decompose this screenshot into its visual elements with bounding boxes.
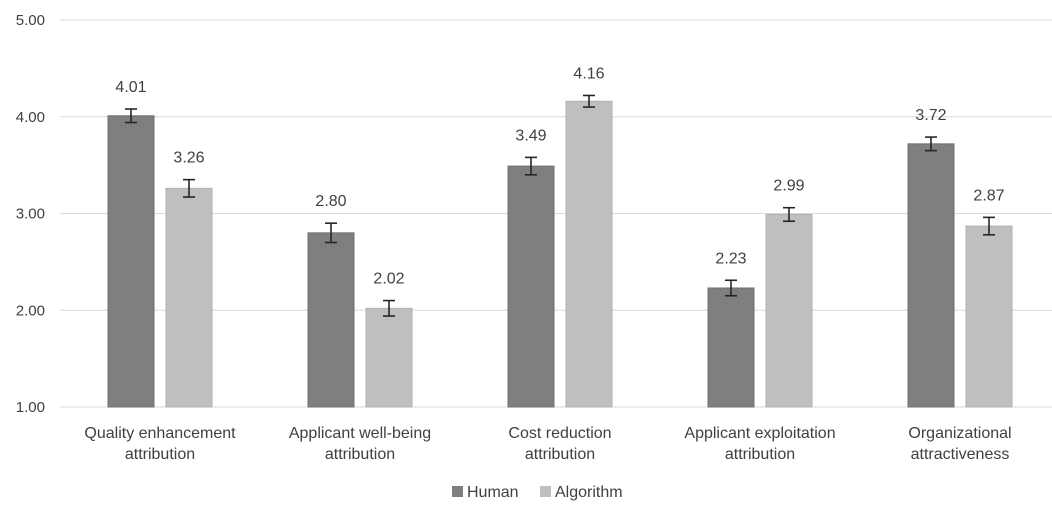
- legend-swatch-algorithm: [540, 486, 551, 497]
- bar-human-3: [707, 287, 755, 408]
- error-bar-algorithm-0: [183, 178, 195, 198]
- bar-algorithm-1: [365, 307, 413, 408]
- category-label-0: Quality enhancement attribution: [84, 425, 236, 463]
- bar-algorithm-3: [765, 213, 813, 408]
- data-label-human-0: 4.01: [115, 79, 146, 96]
- y-tick-label: 1.00: [16, 399, 45, 416]
- error-bar-human-0: [125, 108, 137, 124]
- y-tick-label: 2.00: [16, 302, 45, 319]
- bar-human-2: [507, 165, 555, 408]
- data-label-algorithm-1: 2.02: [373, 271, 404, 288]
- legend-label-algorithm: Algorithm: [555, 484, 623, 501]
- error-bar-algorithm-1: [383, 299, 395, 317]
- data-labels: 4.01 3.26 2.80 2.02 3.49 4.16 2.23 2.99 3.72 2.87: [115, 65, 1004, 287]
- data-label-algorithm-2: 4.16: [573, 65, 604, 82]
- category-label-3: Applicant exploitation attribution: [684, 425, 835, 463]
- category-label-line: Applicant well-being: [289, 425, 431, 442]
- y-tick-label: 4.00: [16, 109, 45, 126]
- error-bar-human-2: [525, 156, 537, 176]
- category-label-4: Organizational attractiveness: [908, 425, 1011, 463]
- data-label-human-4: 3.72: [915, 107, 946, 124]
- error-bar-human-1: [325, 222, 337, 244]
- bar-human-1: [307, 232, 355, 408]
- bars: [107, 100, 1013, 408]
- data-label-algorithm-0: 3.26: [173, 150, 204, 167]
- category-label-1: Applicant well-being attribution: [289, 425, 431, 463]
- grid: [60, 19, 1052, 408]
- bar-algorithm-2: [565, 100, 613, 408]
- data-label-algorithm-4: 2.87: [973, 187, 1004, 204]
- category-label-line: Applicant exploitation: [684, 425, 835, 442]
- y-tick-label: 3.00: [16, 206, 45, 223]
- bar-algorithm-0: [165, 187, 213, 408]
- category-label-line: attribution: [125, 446, 195, 463]
- error-bar-human-3: [725, 279, 737, 297]
- y-tick-label: 5.00: [16, 12, 45, 29]
- data-label-algorithm-3: 2.99: [773, 178, 804, 195]
- category-label-line: attractiveness: [911, 446, 1010, 463]
- legend: Human Algorithm: [452, 484, 623, 501]
- bar-human-0: [107, 115, 155, 408]
- x-axis-categories: Quality enhancement attributionApplicant …: [84, 425, 1011, 463]
- data-label-human-3: 2.23: [715, 250, 746, 267]
- data-label-human-2: 3.49: [515, 127, 546, 144]
- category-label-line: attribution: [525, 446, 595, 463]
- category-label-line: attribution: [325, 446, 395, 463]
- category-label-2: Cost reduction attribution: [508, 425, 611, 463]
- error-bar-algorithm-2: [583, 94, 595, 108]
- error-bars: [125, 94, 995, 317]
- category-label-line: Quality enhancement: [84, 425, 236, 442]
- legend-swatch-human: [452, 486, 463, 497]
- error-bar-human-4: [925, 136, 937, 152]
- bar-algorithm-4: [965, 225, 1013, 408]
- category-label-line: attribution: [725, 446, 795, 463]
- category-label-line: Organizational: [908, 425, 1011, 442]
- legend-label-human: Human: [467, 484, 519, 501]
- y-axis-ticks: 1.00 2.00 3.00 4.00 5.00: [16, 12, 45, 416]
- bar-human-4: [907, 143, 955, 408]
- error-bar-algorithm-4: [983, 216, 995, 236]
- category-label-line: Cost reduction: [508, 425, 611, 442]
- data-label-human-1: 2.80: [315, 193, 346, 210]
- error-bar-algorithm-3: [783, 206, 795, 223]
